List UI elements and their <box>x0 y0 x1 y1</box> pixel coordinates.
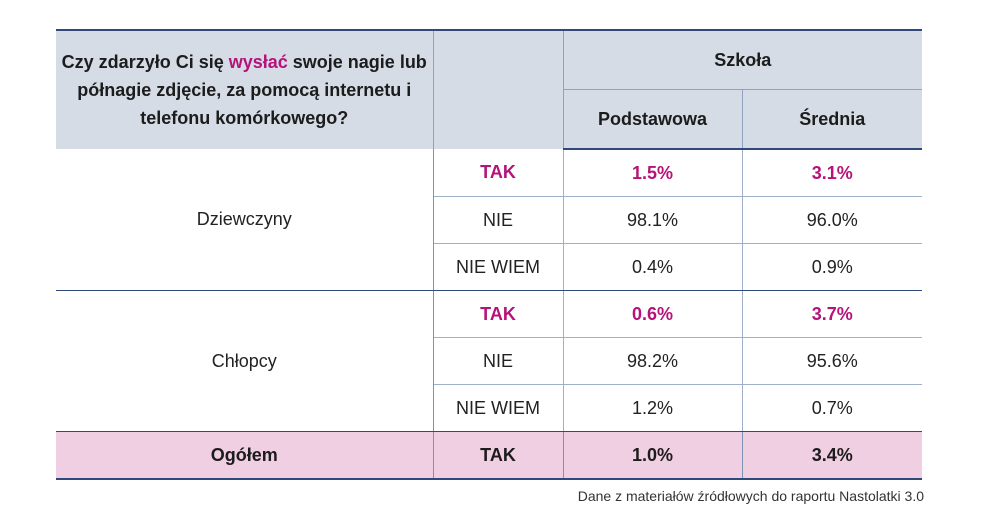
value-primary: 0.4% <box>563 243 743 291</box>
secondary-school-header: Średnia <box>742 89 922 150</box>
value-secondary: 3.1% <box>742 149 922 197</box>
total-answer: TAK <box>433 431 564 479</box>
answer-cell: NIE <box>433 337 564 385</box>
value-secondary: 96.0% <box>742 196 922 244</box>
question-header: Czy zdarzyło Ci się wysłać swoje nagie l… <box>56 30 434 149</box>
total-secondary: 3.4% <box>742 431 922 479</box>
total-label: Ogółem <box>56 431 434 479</box>
value-primary: 98.2% <box>563 337 743 385</box>
value-primary: 0.6% <box>563 290 743 338</box>
value-secondary: 3.7% <box>742 290 922 338</box>
table-row: Dziewczyny TAK 1.5% 3.1% <box>56 149 922 291</box>
value-secondary: 0.7% <box>742 384 922 432</box>
survey-table: Czy zdarzyło Ci się wysłać swoje nagie l… <box>56 29 922 480</box>
answer-cell: TAK <box>433 290 564 338</box>
question-text-end: swoje nagie lub półnagie zdjęcie, za pom… <box>77 52 427 128</box>
answer-cell: NIE WIEM <box>433 384 564 432</box>
group-label-boys: Chłopcy <box>56 290 434 432</box>
source-note: Dane z materiałów źródłowych do raportu … <box>577 488 924 504</box>
table-row: NIE WIEM 0.4% 0.9% <box>56 243 922 291</box>
answer-column-header <box>433 30 564 149</box>
value-secondary: 95.6% <box>742 337 922 385</box>
table-row: NIE WIEM 1.2% 0.7% <box>56 384 922 432</box>
answer-cell: TAK <box>433 149 564 197</box>
total-primary: 1.0% <box>563 431 743 479</box>
value-primary: 98.1% <box>563 196 743 244</box>
value-primary: 1.5% <box>563 149 743 197</box>
answer-cell: NIE WIEM <box>433 243 564 291</box>
table-row: Chłopcy TAK 0.6% 3.7% <box>56 290 922 432</box>
group-label-girls: Dziewczyny <box>56 149 434 291</box>
answer-cell: NIE <box>433 196 564 244</box>
table-row: NIE 98.2% 95.6% <box>56 337 922 385</box>
value-primary: 1.2% <box>563 384 743 432</box>
question-highlight: wysłać <box>228 52 288 72</box>
school-header: Szkoła <box>563 30 922 90</box>
table-row: NIE 98.1% 96.0% <box>56 196 922 244</box>
value-secondary: 0.9% <box>742 243 922 291</box>
primary-school-header: Podstawowa <box>563 89 743 150</box>
question-text-start: Czy zdarzyło Ci się <box>61 52 229 72</box>
total-row: Ogółem TAK 1.0% 3.4% <box>56 431 922 479</box>
